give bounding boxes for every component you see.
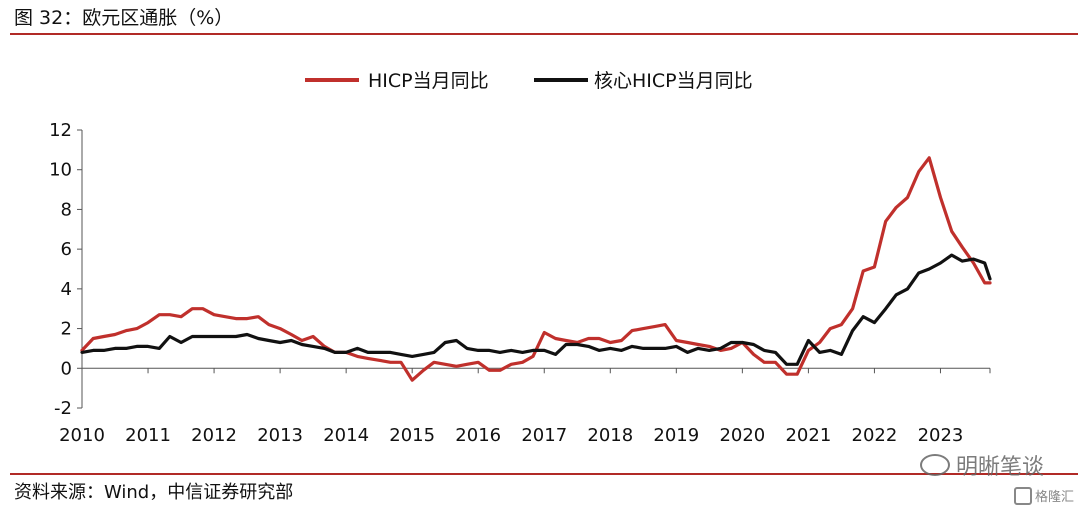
corner-watermark-text: 格隆汇	[1034, 490, 1074, 505]
corner-watermark: 格隆汇	[1013, 486, 1074, 505]
x-tick-label: 2012	[191, 425, 237, 446]
x-tick-label: 2017	[521, 425, 567, 446]
x-tick-label: 2022	[852, 425, 898, 446]
y-tick-label: 8	[61, 199, 72, 220]
watermark-text: 明晰笔谈	[955, 455, 1044, 480]
y-tick-label: 12	[49, 120, 72, 141]
x-tick-label: 2011	[125, 425, 171, 446]
legend-label-core-hicp: 核心HICP当月同比	[594, 70, 753, 92]
y-tick-label: 0	[61, 358, 72, 379]
y-tick-label: 10	[49, 160, 72, 181]
watermark: 明晰笔谈	[919, 449, 1044, 481]
line-chart: -2 0 2 4 6 8 10 12 2010 2011 2012 2013 2014 2015 2016 2…	[49, 70, 992, 446]
x-tick-label: 2021	[785, 425, 831, 446]
x-tick-label: 2016	[455, 425, 501, 446]
x-tick-label: 2019	[653, 425, 699, 446]
x-tick-label: 2014	[323, 425, 369, 446]
x-tick-label: 2023	[918, 425, 964, 446]
source-note: 资料来源：Wind，中信证券研究部	[14, 482, 294, 503]
series-line-core-hicp	[80, 253, 992, 366]
x-tick-label: 2010	[59, 425, 105, 446]
brand-icon	[1013, 486, 1032, 505]
y-tick-label: 2	[61, 319, 72, 340]
y-tick-label: 6	[61, 239, 72, 260]
x-tick-label: 2013	[257, 425, 303, 446]
bottom-rule	[10, 473, 1078, 475]
top-rule	[10, 33, 1078, 35]
x-tick-label: 2018	[587, 425, 633, 446]
y-tick-label: 4	[61, 279, 72, 300]
figure-title: 图 32：欧元区通胀（%）	[14, 7, 234, 29]
wechat-icon	[919, 454, 950, 476]
x-tick-label: 2020	[719, 425, 765, 446]
y-tick-label: -2	[54, 398, 72, 419]
series-line-hicp	[80, 156, 992, 382]
legend-label-hicp: HICP当月同比	[368, 70, 489, 92]
x-tick-label: 2015	[389, 425, 435, 446]
